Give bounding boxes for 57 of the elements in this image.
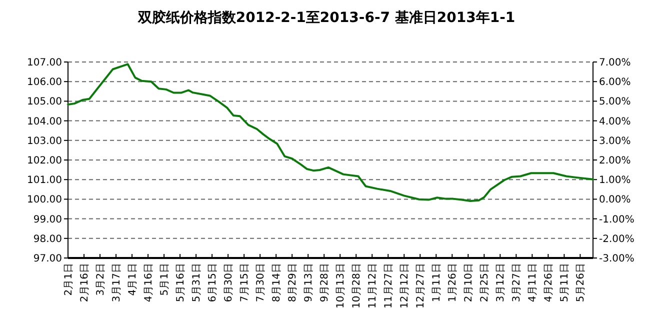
y-tick-label: 98.00 (33, 234, 62, 245)
x-tick-label: 2月16日 (80, 263, 91, 302)
x-tick-label: 10月28日 (352, 263, 363, 308)
y2-tick-label: -3.00% (599, 254, 634, 264)
y2-tick-label: 2.00% (599, 156, 631, 166)
x-tick-label: 6月15日 (208, 263, 219, 302)
x-tick-label: 11月12日 (368, 263, 379, 308)
x-tick-label: 4月11日 (528, 263, 539, 302)
y-tick-label: 99.00 (33, 214, 62, 226)
y-tick-label: 102.00 (27, 156, 62, 166)
y2-tick-label: 6.00% (599, 77, 631, 88)
y-tick-label: 100.00 (27, 194, 62, 206)
y2-tick-label: -2.00% (599, 234, 634, 245)
y-tick-label: 101.00 (27, 175, 62, 186)
x-tick-label: 7月30日 (256, 263, 267, 302)
x-tick-label: 1月26日 (448, 263, 459, 302)
y2-tick-label: 4.00% (599, 116, 631, 128)
x-tick-label: 5月16日 (176, 263, 187, 302)
y-tick-label: 107.00 (27, 58, 62, 68)
x-tick-label: 5月31日 (192, 263, 203, 302)
y-tick-label: 105.00 (27, 96, 62, 108)
line-series (67, 63, 594, 202)
y2-tick-label: 0.00% (599, 194, 631, 206)
x-tick-label: 9月13日 (304, 263, 315, 302)
y2-tick-label: 3.00% (599, 136, 631, 147)
x-tick-label: 12月27日 (416, 263, 427, 308)
x-tick-label: 3月12日 (496, 263, 507, 302)
y-tick-label: 106.00 (27, 77, 62, 88)
x-tick-label: 10月13日 (336, 263, 347, 308)
x-tick-label: 4月16日 (144, 263, 155, 302)
chart-title: 双胶纸价格指数2012-2-1至2013-6-7 基准日2013年1-1 (136, 9, 516, 26)
x-tick-label: 8月14日 (272, 263, 283, 302)
x-tick-label: 3月27日 (512, 263, 523, 302)
y-tick-label: 103.00 (27, 136, 62, 147)
x-tick-label: 9月28日 (320, 263, 331, 302)
x-tick-label: 4月26日 (544, 263, 555, 302)
x-tick-label: 7月15日 (240, 263, 251, 302)
x-tick-label: 1月11日 (432, 263, 443, 302)
x-tick-label: 6月30日 (224, 263, 235, 302)
y2-tick-label: 7.00% (599, 58, 631, 68)
x-tick-label: 4月1日 (128, 263, 139, 296)
x-tick-label: 11月27日 (384, 263, 395, 308)
x-tick-label: 3月2日 (96, 263, 107, 296)
x-tick-label: 5月26日 (576, 263, 587, 302)
x-tick-label: 2月10日 (464, 263, 475, 302)
x-tick-label: 2月25日 (480, 263, 491, 302)
y2-tick-label: -1.00% (599, 214, 634, 226)
x-tick-label: 3月17日 (112, 263, 123, 302)
x-tick-label: 2月1日 (64, 263, 74, 296)
x-tick-label: 5月11日 (560, 263, 571, 302)
x-tick-label: 12月12日 (400, 263, 411, 308)
y-tick-label: 97.00 (33, 254, 62, 264)
x-tick-label: 8月29日 (288, 263, 299, 302)
y2-tick-label: 5.00% (599, 96, 631, 108)
y-tick-label: 104.00 (27, 116, 62, 128)
y2-tick-label: 1.00% (599, 175, 631, 186)
x-tick-label: 5月1日 (160, 263, 171, 296)
